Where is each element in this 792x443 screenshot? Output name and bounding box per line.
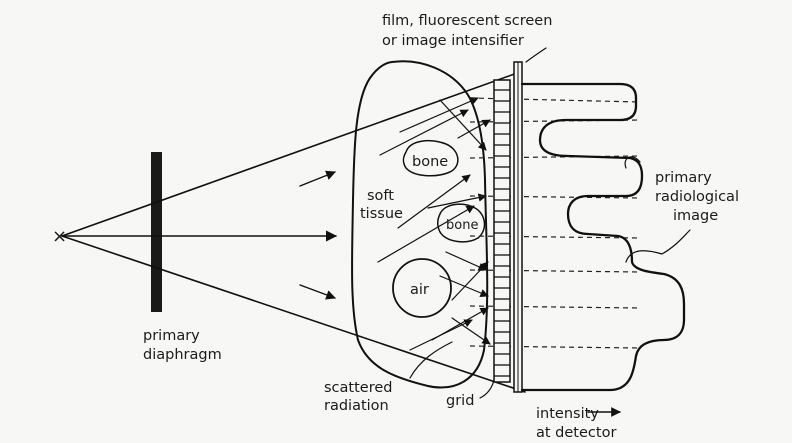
intensity-label-line1: intensity	[536, 406, 599, 422]
soft-tissue-label-line1: soft	[367, 188, 394, 204]
grid-label: grid	[446, 393, 474, 409]
primary-image-leader-1	[624, 156, 641, 169]
diaphragm-label-line2: diaphragm	[143, 347, 222, 363]
bone-upper-label: bone	[412, 154, 448, 170]
xray-source-mark: ×	[52, 226, 67, 247]
primary-image-leader-2	[625, 229, 691, 263]
film-label-line2: or image intensifier	[382, 33, 524, 49]
intensity-label-line2: at detector	[536, 425, 616, 441]
air-cavity	[392, 258, 452, 318]
primary-diaphragm	[151, 152, 162, 312]
scattered-label-line1: scattered	[324, 380, 392, 396]
bone-lower-label: bone	[446, 218, 478, 233]
soft-tissue-label-line2: tissue	[360, 206, 403, 222]
patient-body	[351, 60, 489, 389]
scattered-radiation-arrows	[377, 97, 491, 351]
primary-beam	[61, 71, 526, 393]
intensity-profile	[520, 82, 686, 392]
diaphragm-label-line1: primary	[143, 328, 200, 344]
air-label: air	[410, 282, 429, 298]
grid-leader	[479, 379, 495, 399]
bone-upper	[402, 139, 459, 177]
primary-image-label-line3: image	[673, 208, 718, 224]
primary-image-label-line1: primary	[655, 170, 712, 186]
scattered-label-line2: radiation	[324, 398, 389, 414]
film-label-line1: film, fluorescent screen	[382, 13, 552, 29]
primary-image-label-line2: radiological	[655, 189, 739, 205]
anti-scatter-grid	[493, 79, 511, 383]
scatter-leader	[409, 341, 453, 379]
film-leader	[525, 47, 547, 63]
